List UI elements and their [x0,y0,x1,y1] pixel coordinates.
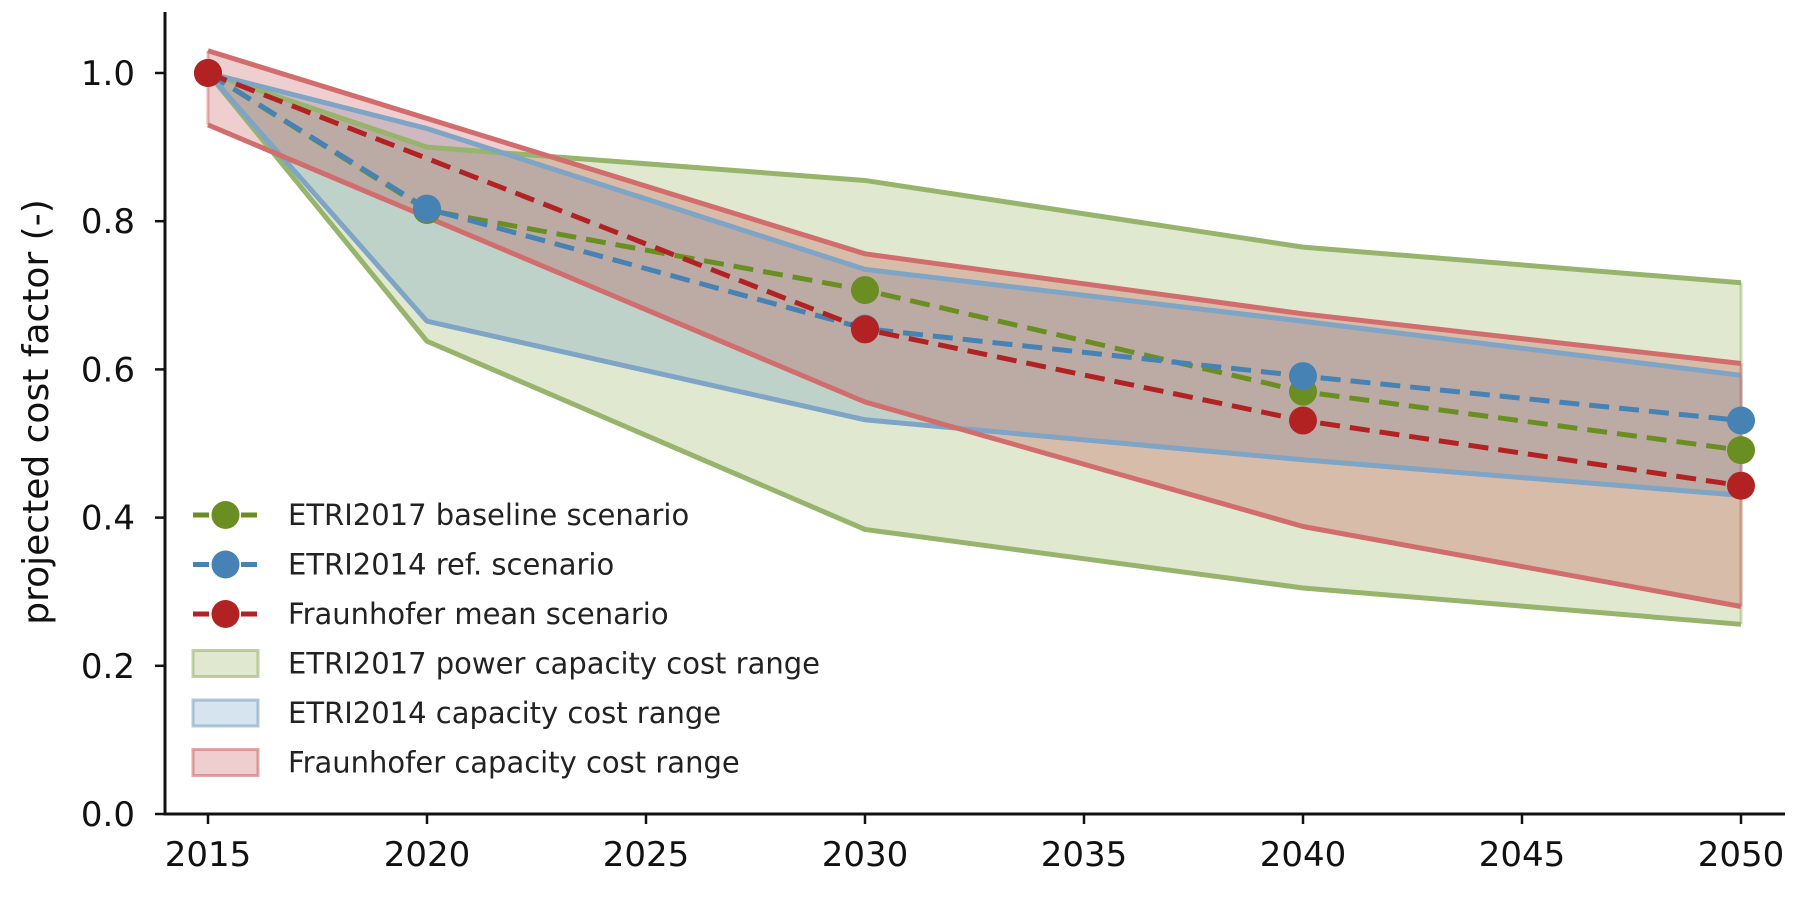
y-tick-label: 0.0 [81,795,135,835]
x-tick-label: 2045 [1479,835,1566,875]
x-tick-label: 2030 [822,835,909,875]
axes: 2015 2020 2025 2030 2035 2040 2045 2050 0.0 0.2 0.… [81,12,1785,875]
y-tick-label: 0.2 [81,647,135,687]
legend-swatch-etri2014-capacity-cost-range [191,698,260,728]
y-tick-label: 0.4 [81,499,135,539]
data-point-etri2017-baseline-scenario-2030 [851,276,879,305]
range-lower-edge-etri2014-capacity-cost-range [206,71,1742,498]
data-point-fraunhofer-mean-scenario-2040 [1289,406,1317,435]
scenario-lines [194,59,1755,500]
data-point-fraunhofer-mean-scenario-2030 [851,315,879,344]
data-point-etri2014-ref-scenario-2040 [1289,362,1317,391]
y-tick-label: 1.0 [81,54,135,94]
legend-label-etri2017-power-capacity-cost-range: ETRI2017 power capacity cost range [288,647,820,681]
range-band-etri2017-power-capacity-cost-range [208,73,1741,625]
range-lower-edge-etri2017-power-capacity-cost-range [206,71,1742,627]
legend-swatch-fraunhofer-capacity-cost-range [191,748,260,777]
range-band-fraunhofer-capacity-cost-range [208,50,1741,607]
legend-label-fraunhofer-mean-scenario: Fraunhofer mean scenario [288,597,669,631]
series-line-etri2014-ref-scenario [206,70,1742,424]
y-tick-label: 0.6 [81,350,135,390]
x-tick-label: 2040 [1260,835,1347,875]
legend-label-etri2014-ref-scenario: ETRI2014 ref. scenario [288,548,614,582]
data-point-fraunhofer-mean-scenario-2015 [194,59,222,87]
legend-swatch-marker-fraunhofer-mean-scenario [211,600,240,628]
data-point-etri2014-ref-scenario-2020 [413,194,441,223]
data-point-etri2017-baseline-scenario-2050 [1727,436,1755,465]
range-upper-edge-fraunhofer-capacity-cost-range [207,48,1742,366]
legend-label-fraunhofer-capacity-cost-range: Fraunhofer capacity cost range [288,746,740,780]
range-upper-edge-etri2014-capacity-cost-range [207,70,1742,378]
x-tick-label: 2050 [1698,835,1785,875]
range-lower-edge-fraunhofer-capacity-cost-range [207,122,1742,609]
legend: ETRI2017 baseline scenario ETRI2014 ref. … [191,498,820,780]
range-bands [206,48,1743,627]
legend-swatch-etri2017-power-capacity-cost-range [191,649,260,678]
data-point-etri2014-ref-scenario-2050 [1727,406,1755,435]
legend-swatch-marker-etri2017-baseline-scenario [211,501,240,529]
x-tick-label: 2025 [603,835,690,875]
legend-swatch-marker-etri2014-ref-scenario [211,550,240,579]
data-point-fraunhofer-mean-scenario-2050 [1727,471,1755,500]
x-tick-label: 2035 [1041,835,1128,875]
x-tick-label: 2015 [165,835,252,875]
range-upper-edge-etri2017-power-capacity-cost-range [207,70,1742,286]
y-axis-label: projected cost factor (-) [16,199,57,625]
x-tick-label: 2020 [384,835,471,875]
y-tick-label: 0.8 [81,202,135,242]
legend-label-etri2014-capacity-cost-range: ETRI2014 capacity cost range [288,696,721,730]
legend-label-etri2017-baseline-scenario: ETRI2017 baseline scenario [288,498,689,532]
